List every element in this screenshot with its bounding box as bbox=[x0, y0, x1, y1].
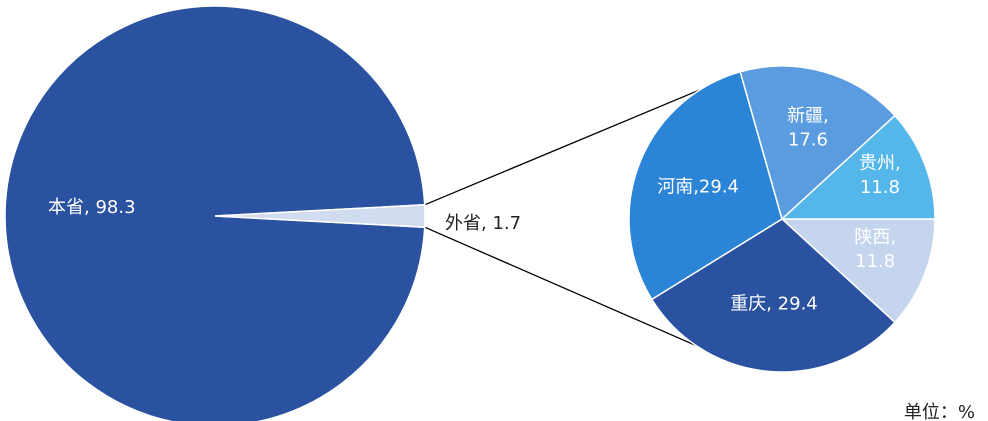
pie-slice-贵州 bbox=[780, 114, 936, 220]
pie-slice-陕西 bbox=[780, 218, 936, 324]
pie-slice-外省 bbox=[214, 204, 426, 228]
data-label-陕西: 陕西, 11.8 bbox=[854, 227, 896, 272]
data-label-河南: 河南,29.4 bbox=[657, 176, 739, 197]
data-label-贵州: 贵州, 11.8 bbox=[859, 153, 901, 198]
data-label-新疆: 新疆, 17.6 bbox=[787, 106, 829, 151]
pie-slice-河南 bbox=[628, 70, 783, 301]
pie-slice-新疆 bbox=[739, 65, 896, 221]
connector-line-top bbox=[424, 69, 748, 206]
data-label-外省: 外省, 1.7 bbox=[445, 213, 521, 234]
unit-label: 单位：% bbox=[904, 402, 975, 421]
data-label-本省: 本省, 98.3 bbox=[48, 197, 136, 218]
pie-slice-重庆 bbox=[650, 218, 896, 373]
pie-slice-本省 bbox=[4, 5, 426, 421]
data-label-重庆: 重庆, 29.4 bbox=[730, 294, 818, 315]
